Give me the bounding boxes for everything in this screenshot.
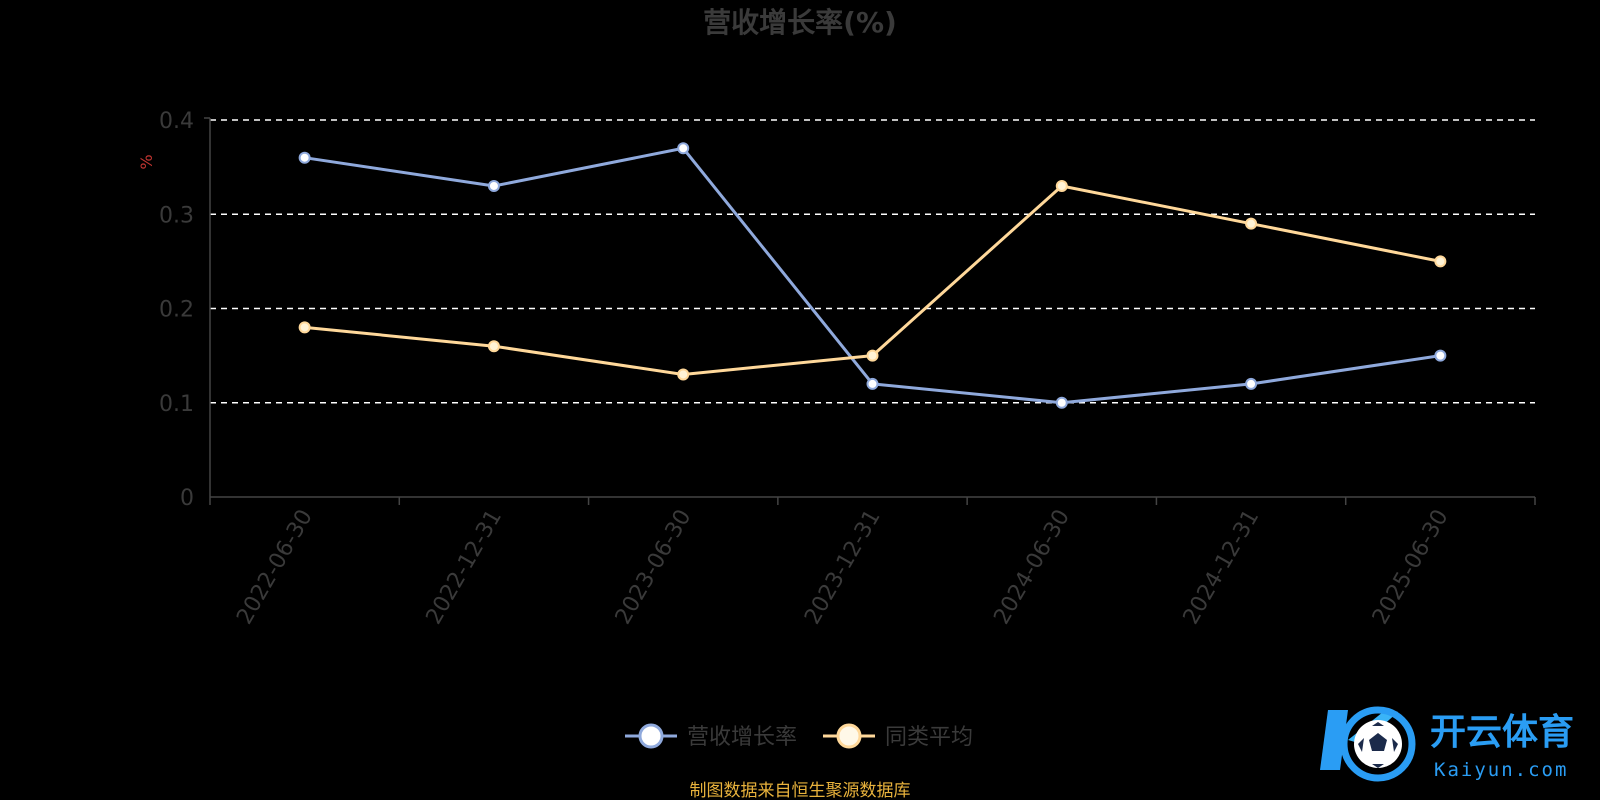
legend-marker (836, 723, 862, 749)
series (298, 142, 1447, 409)
y-tick-labels: 0 0.1 0.2 0.3 0.4 (159, 109, 194, 511)
data-point[interactable] (1434, 255, 1447, 268)
watermark-brand-en: Kaiyun.com (1434, 759, 1568, 781)
data-source-note: 制图数据来自恒生聚源数据库 (690, 781, 911, 800)
chart-title: 营收增长率(%) (703, 6, 897, 39)
series-growth (298, 142, 1447, 409)
data-point[interactable] (1245, 217, 1258, 230)
legend-label: 同类平均 (885, 725, 973, 750)
y-tick-label: 0 (180, 486, 194, 511)
series-average (298, 179, 1447, 381)
watermark-logo: 开云体育 Kaiyun.com (1320, 706, 1574, 782)
data-point[interactable] (487, 340, 500, 353)
y-tick-label: 0.1 (159, 392, 194, 417)
y-tick-label: 0.3 (159, 203, 194, 228)
grid-lines (210, 119, 1535, 404)
x-tick-label: 2022-06-30 (232, 506, 318, 629)
data-point[interactable] (866, 377, 879, 390)
legend-item-average[interactable]: 同类平均 (823, 723, 973, 750)
data-point[interactable] (1055, 179, 1068, 192)
data-point[interactable] (298, 151, 311, 164)
legend-label: 营收增长率 (687, 725, 797, 750)
data-point[interactable] (866, 349, 879, 362)
data-point[interactable] (487, 179, 500, 192)
data-point[interactable] (677, 368, 690, 381)
kaiyun-soccer-logo-icon (1320, 706, 1416, 782)
data-point[interactable] (1055, 396, 1068, 409)
legend-marker (638, 723, 664, 749)
data-point[interactable] (298, 321, 311, 334)
watermark-brand-cn: 开云体育 (1430, 712, 1574, 753)
y-axis-unit: % (137, 154, 156, 169)
x-tick-label: 2024-12-31 (1179, 506, 1265, 629)
x-tick-labels: 2022-06-30 2022-12-31 2023-06-30 2023-12-31… (232, 506, 1453, 629)
y-tick-label: 0.2 (159, 298, 194, 323)
legend-item-growth[interactable]: 营收增长率 (625, 723, 797, 750)
axes (204, 117, 1536, 505)
x-tick-label: 2025-06-30 (1368, 506, 1454, 629)
data-point[interactable] (1245, 377, 1258, 390)
x-tick-label: 2023-12-31 (800, 506, 886, 629)
data-point[interactable] (1434, 349, 1447, 362)
y-tick-label: 0.4 (159, 109, 194, 134)
x-tick-label: 2024-06-30 (989, 506, 1075, 629)
x-tick-label: 2023-06-30 (611, 506, 697, 629)
series-line (304, 146, 1441, 405)
x-tick-label: 2022-12-31 (422, 506, 508, 629)
data-point[interactable] (677, 142, 690, 155)
legend[interactable]: 营收增长率 同类平均 (625, 723, 973, 750)
